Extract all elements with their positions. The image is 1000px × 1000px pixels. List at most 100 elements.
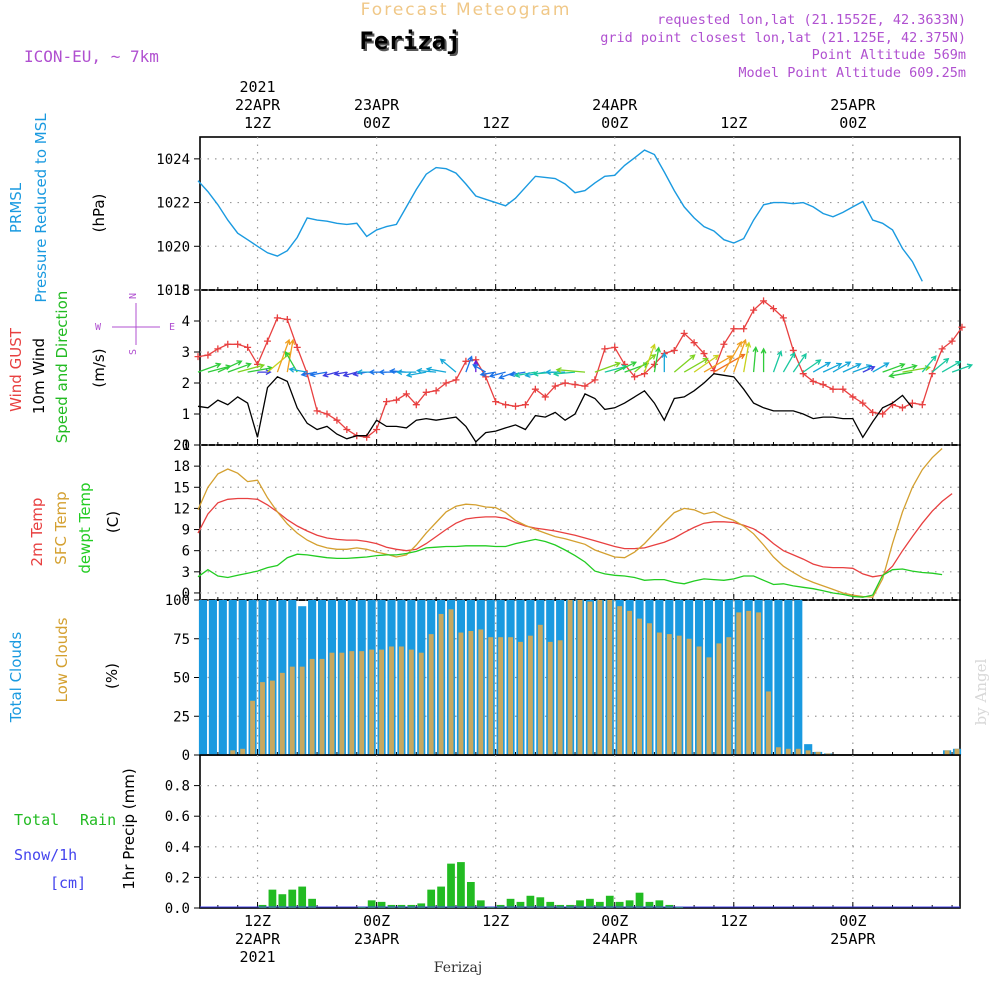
compass-rose: N E S W: [95, 293, 175, 355]
bar-low-cloud: [617, 606, 623, 755]
bar-low-cloud: [349, 651, 355, 755]
y-tick-label: 25: [173, 709, 190, 725]
bar-precip: [566, 904, 574, 908]
gust-marker: [601, 345, 609, 353]
label-rain: Rain: [80, 811, 116, 829]
label-total: Total: [14, 811, 59, 829]
bar-low-cloud: [428, 634, 434, 755]
gust-marker: [670, 346, 678, 354]
credit-watermark: by Angel: [972, 658, 990, 725]
time-label-top: 12Z: [244, 114, 271, 132]
y-tick-label: 12: [173, 501, 190, 517]
bar-low-cloud: [944, 750, 950, 755]
gust-marker: [740, 325, 748, 333]
y-tick-label: 15: [173, 480, 190, 496]
panel-wind: 0 1 2 3 4 5: [182, 283, 974, 454]
bar-total-cloud: [774, 600, 783, 755]
bar-low-cloud: [647, 623, 652, 755]
wind-direction-arrow: [513, 371, 536, 378]
bar-precip: [457, 862, 465, 908]
wind-direction-arrow: [614, 361, 638, 373]
bar-low-cloud: [775, 747, 781, 755]
bar-low-cloud: [319, 658, 325, 755]
gust-marker: [730, 325, 738, 333]
label-percent: (%): [103, 663, 121, 689]
bar-precip: [586, 898, 594, 908]
gust-marker: [333, 416, 341, 424]
bar-low-cloud: [666, 634, 672, 755]
wind-direction-arrow: [284, 350, 298, 373]
bar-precip: [476, 900, 485, 908]
bar-precip: [526, 895, 535, 908]
wind-direction-arrow: [802, 359, 822, 373]
bar-precip: [268, 889, 277, 908]
gust-marker: [908, 399, 916, 407]
panel-pressure: 1018 1020 1022 1024: [156, 136, 961, 299]
y-tick-label: 3: [182, 565, 190, 581]
time-label-bottom: 12Z: [482, 912, 509, 930]
time-label-top: 00Z: [363, 114, 390, 132]
bar-precip: [496, 904, 505, 908]
bar-low-cloud: [488, 637, 494, 755]
wind-direction-arrow: [832, 361, 852, 373]
y-tick-label: 0.0: [165, 901, 190, 917]
bar-precip: [298, 886, 307, 908]
gust-marker: [551, 382, 559, 390]
bar-precip: [655, 900, 664, 908]
bar-total-cloud: [228, 600, 237, 755]
gust-marker: [512, 402, 520, 410]
gust-marker: [839, 385, 847, 393]
bar-low-cloud: [438, 613, 444, 755]
y-tick-label: 21: [173, 438, 190, 454]
label-total-clouds: Total Clouds: [7, 632, 25, 724]
gust-marker: [700, 350, 708, 358]
time-label-top: 12Z: [482, 114, 509, 132]
wind-direction-arrow: [683, 357, 709, 373]
bar-total-cloud: [258, 600, 267, 755]
wind-direction-arrow: [472, 364, 487, 373]
y-tick-label: 0: [182, 748, 190, 764]
y-tick-label: 4: [182, 314, 190, 330]
bar-low-cloud: [498, 637, 504, 755]
gust-marker: [948, 337, 956, 345]
wind-direction-arrow: [872, 362, 890, 373]
bar-total-cloud: [804, 744, 813, 755]
bar-low-cloud: [567, 600, 573, 755]
wind-direction-arrow: [227, 362, 252, 373]
bar-precip: [387, 904, 396, 908]
gust-marker: [561, 379, 569, 387]
bar-low-cloud: [527, 635, 533, 755]
bar-precip: [556, 904, 565, 908]
time-label-top: 00Z: [601, 114, 628, 132]
gust-marker: [898, 404, 906, 412]
wind-direction-arrow: [217, 360, 243, 373]
gust-marker: [432, 387, 440, 395]
bar-low-cloud: [726, 637, 732, 755]
gust-marker: [809, 377, 817, 385]
bar-low-cloud: [706, 657, 712, 755]
compass-w: W: [95, 322, 102, 333]
bar-low-cloud: [716, 643, 722, 755]
bar-precip: [407, 904, 416, 908]
wind-direction-arrow: [396, 369, 417, 376]
gust-marker: [273, 314, 281, 322]
bar-precip: [397, 904, 406, 908]
location-title: Ferizaj: [361, 29, 462, 57]
chart-title: Forecast Meteogram: [361, 0, 572, 20]
bar-precip: [466, 881, 475, 908]
model-label: ICON-EU, ~ 7km: [24, 47, 159, 66]
y-tick-label: 1020: [156, 239, 190, 255]
bar-low-cloud: [418, 652, 424, 755]
series-line-wind10m: [197, 373, 913, 443]
bar-low-cloud: [458, 632, 464, 755]
wind-direction-arrow: [425, 366, 447, 373]
gust-marker: [650, 360, 658, 368]
time-label-bottom: 00Z: [601, 912, 628, 930]
wind-direction-arrow: [760, 347, 767, 373]
wind-direction-arrow: [772, 350, 783, 373]
wind-direction-arrow: [882, 362, 906, 373]
bar-low-cloud: [508, 637, 513, 755]
panel-frame-pressure: [199, 136, 961, 291]
bar-total-cloud: [208, 600, 217, 755]
bar-precip: [367, 900, 376, 908]
